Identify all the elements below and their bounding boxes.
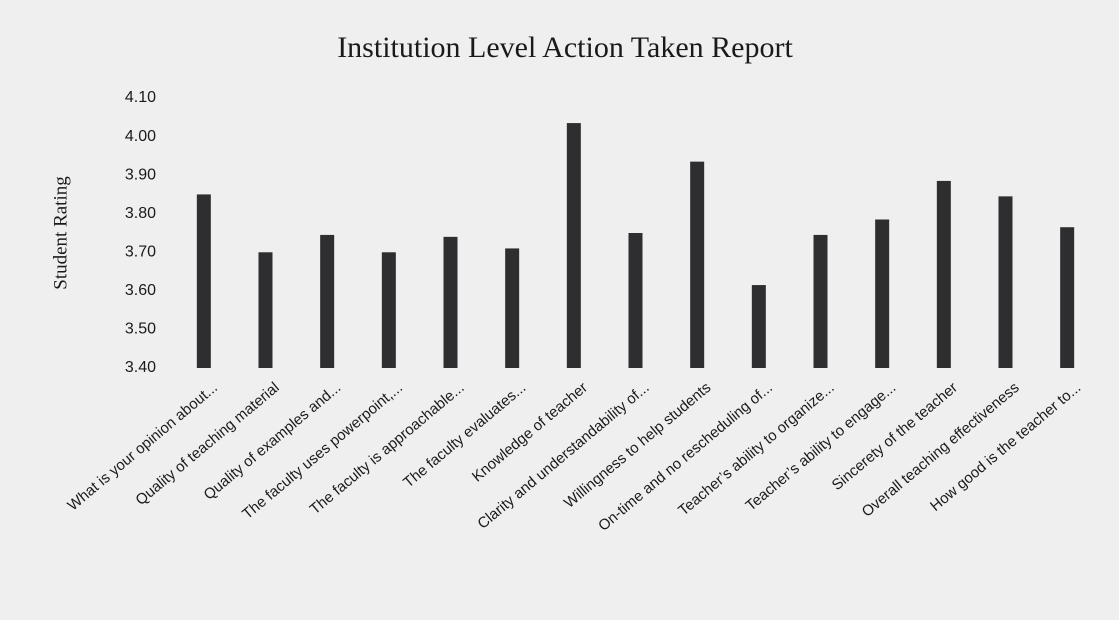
bar [690,161,705,368]
bar [875,219,890,368]
y-tick-label: 4.00 [125,128,156,145]
chart-title: Institution Level Action Taken Report [337,31,793,64]
bar [381,252,396,368]
bar [320,234,335,368]
y-tick-label: 3.90 [125,166,156,183]
y-tick-label: 3.80 [125,205,156,222]
bar [751,285,766,368]
bar [998,196,1013,368]
y-axis-label: Student Rating [50,176,71,290]
y-tick-label: 3.60 [125,282,156,299]
y-tick-label: 3.70 [125,244,156,261]
bar [258,252,273,368]
bar [1060,227,1075,368]
y-tick-label: 3.50 [125,321,156,338]
bar [813,234,828,368]
bar [505,248,520,368]
bar [196,194,211,368]
bar [628,233,643,368]
bar [936,180,951,368]
y-tick-label: 4.10 [125,89,156,106]
y-tick-label: 3.40 [125,359,156,376]
bar [443,236,458,368]
bar [566,123,581,368]
